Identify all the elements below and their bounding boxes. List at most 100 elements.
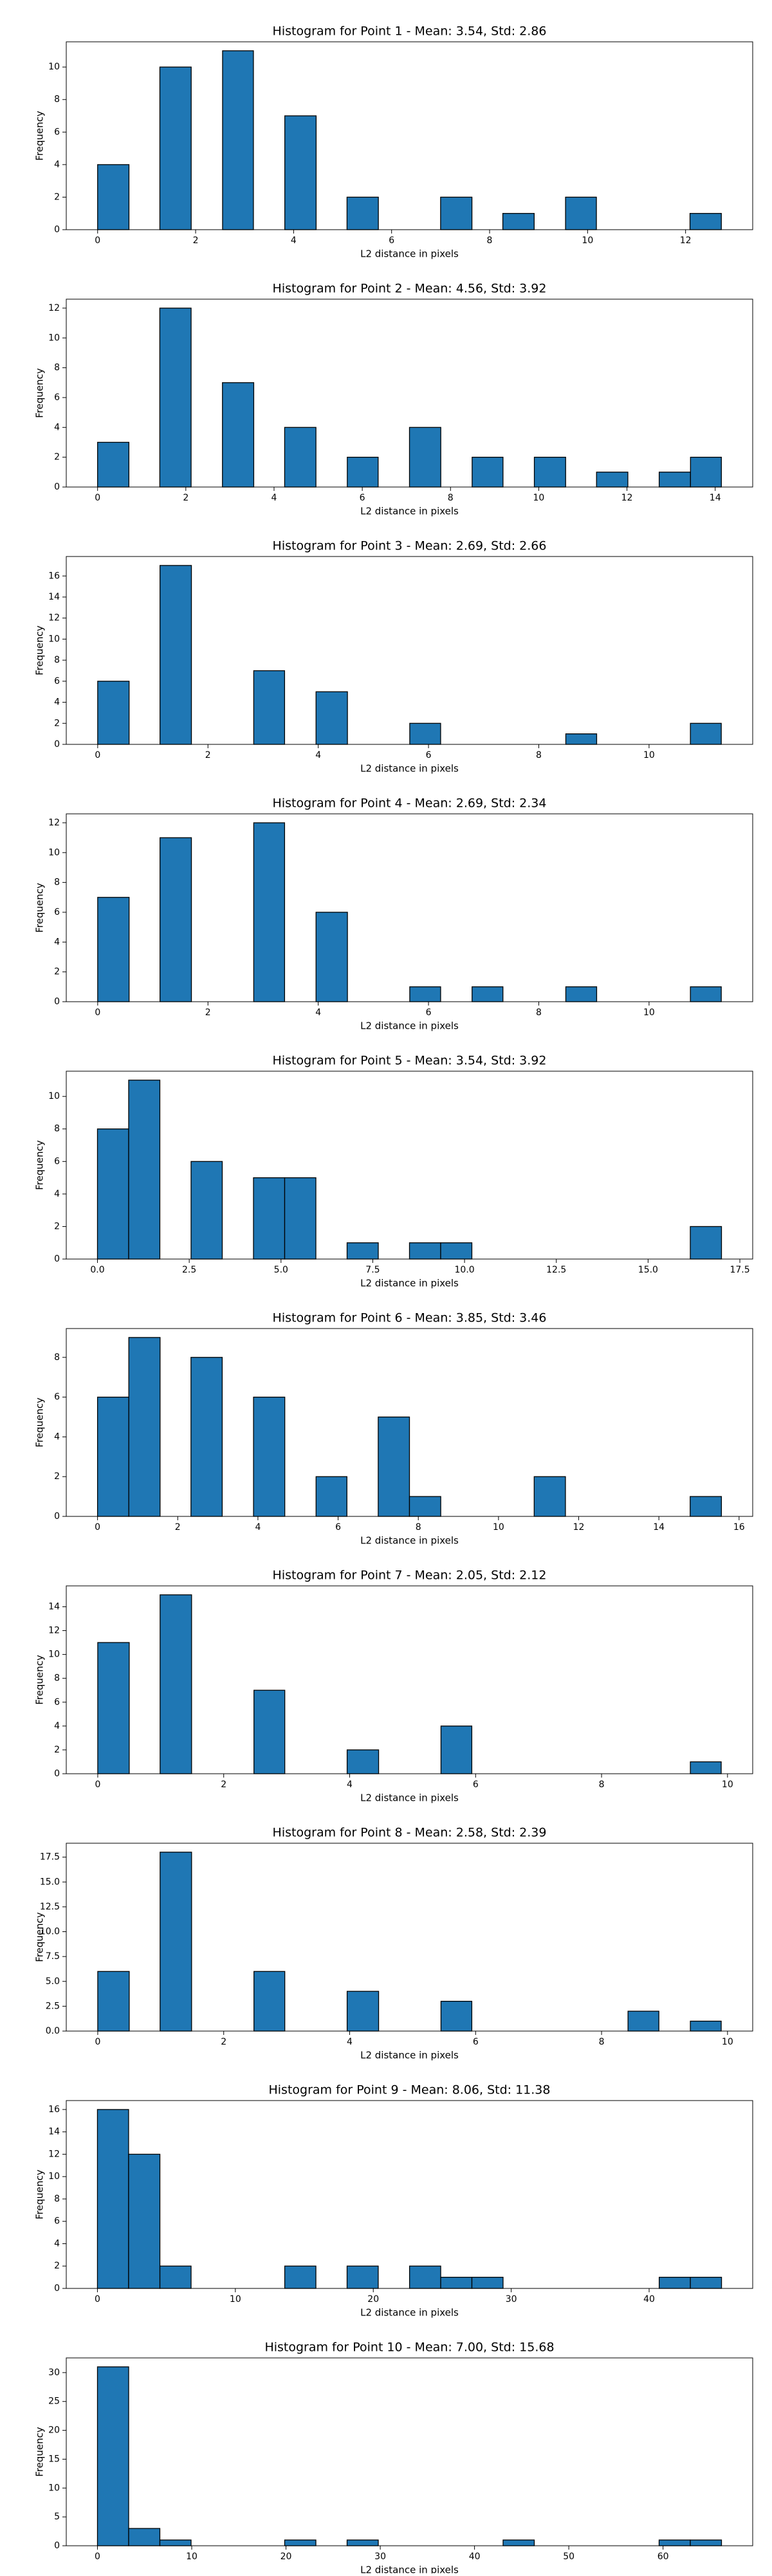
x-tick-label: 8 [487, 235, 493, 246]
axes-frame [66, 1843, 753, 2032]
histogram-bar [253, 1971, 286, 2032]
chart-title: Histogram for Point 6 - Mean: 3.85, Std:… [273, 1311, 547, 1325]
x-tick-label: 4 [315, 750, 321, 760]
y-tick-label: 10 [48, 2171, 60, 2182]
y-tick-label: 2 [54, 1745, 60, 1755]
histogram-bar [97, 681, 130, 745]
histogram-bar [346, 1991, 380, 2032]
x-axis-label: L2 distance in pixels [360, 2564, 459, 2574]
histogram-bar [160, 565, 192, 745]
y-axis-label: Frequency [34, 2427, 46, 2477]
histogram-bar [190, 1357, 223, 1517]
histogram-bar [502, 213, 535, 230]
histogram-bar [346, 2265, 379, 2289]
x-tick-label: 2 [221, 1780, 226, 1790]
plot-area [66, 1071, 753, 1259]
histogram-bar [160, 1594, 192, 1774]
histogram-bar [346, 196, 379, 230]
x-tick-label: 50 [563, 2552, 574, 2562]
x-tick-label: 40 [643, 2294, 655, 2305]
y-axis-label: Frequency [34, 2169, 46, 2220]
x-tick-label: 10 [582, 235, 593, 246]
x-tick-label: 0 [95, 2294, 100, 2305]
histogram-bar [315, 912, 348, 1002]
y-tick-label: 15.0 [40, 1877, 60, 1887]
y-tick-label: 0 [54, 1254, 60, 1264]
y-tick-label: 4 [54, 1189, 60, 1199]
histogram-bar [97, 897, 130, 1002]
x-tick-label: 30 [506, 2294, 517, 2305]
y-axis-label: Frequency [34, 1397, 46, 1448]
axes-frame [66, 813, 753, 1002]
chart-title: Histogram for Point 1 - Mean: 3.54, Std:… [273, 24, 547, 39]
x-tick-label: 2 [205, 1007, 211, 1018]
x-tick-label: 40 [469, 2552, 481, 2562]
histogram-bar [159, 308, 192, 488]
histogram-bar [190, 1161, 223, 1260]
y-tick-label: 10 [48, 847, 60, 858]
x-tick-label: 30 [374, 2552, 386, 2562]
y-tick-label: 0 [54, 997, 60, 1007]
y-axis-label: Frequency [34, 111, 46, 161]
subplot: 0 2 4 6 8 10 12 14 0 2 4 6 8 10 12 Histogram for Point … [34, 282, 753, 517]
histogram-bar [690, 1761, 722, 1774]
histogram-bar [284, 115, 317, 230]
y-tick-label: 8 [54, 655, 60, 665]
x-tick-label: 8 [599, 1780, 605, 1790]
axes-frame [66, 1071, 753, 1260]
x-tick-label: 8 [416, 1522, 421, 1532]
x-tick-label: 4 [347, 1780, 353, 1790]
histogram-bar [284, 427, 317, 488]
plot-area [66, 2358, 753, 2546]
histogram-bar [658, 472, 691, 488]
y-tick-label: 6 [54, 676, 60, 686]
histogram-bar [160, 837, 192, 1002]
subplot: 0 2 4 6 8 10 0 2 4 6 8 10 12 14 Histogram for Point 7 … [34, 1569, 753, 1804]
histogram-bar [690, 2276, 722, 2289]
histogram-bar [596, 472, 629, 488]
y-tick-label: 4 [54, 1721, 60, 1731]
histogram-bar [409, 722, 441, 745]
x-tick-label: 0 [95, 235, 100, 246]
x-tick-label: 7.5 [365, 1265, 380, 1275]
histogram-bar [690, 457, 722, 488]
y-tick-label: 6 [54, 392, 60, 403]
subplot: 0 10 20 30 40 50 60 0 5 10 15 20 25 30 Histogram for P… [34, 2341, 753, 2576]
x-tick-label: 4 [255, 1522, 261, 1532]
x-tick-label: 20 [367, 2294, 379, 2305]
y-tick-label: 8 [54, 878, 60, 888]
y-tick-label: 2.5 [46, 2001, 60, 2011]
histogram-bar [409, 427, 441, 488]
y-tick-label: 10 [48, 1650, 60, 1660]
chart-title: Histogram for Point 7 - Mean: 2.05, Std:… [273, 1569, 547, 1583]
x-tick-label: 0 [95, 1780, 100, 1790]
histogram-bar [565, 733, 598, 745]
x-tick-label: 12 [621, 493, 633, 503]
subplot: 0 2 4 6 8 10 0 2 4 6 8 10 12 14 16 Histogram for Point … [34, 539, 753, 775]
histogram-bar [502, 2539, 535, 2546]
histogram-bar [346, 2539, 379, 2546]
y-tick-label: 4 [54, 1431, 60, 1442]
y-tick-label: 4 [54, 937, 60, 947]
y-tick-label: 16 [48, 2104, 60, 2115]
y-tick-label: 5 [54, 2512, 60, 2522]
histogram-bar [471, 2276, 504, 2289]
y-tick-label: 10 [48, 2483, 60, 2493]
histogram-bar [315, 691, 348, 745]
histogram-bar [440, 2001, 473, 2032]
x-tick-label: 14 [710, 493, 721, 503]
histogram-bar [533, 457, 566, 488]
y-tick-label: 14 [48, 592, 60, 602]
axes-frame [66, 299, 753, 488]
histogram-bar [159, 66, 192, 230]
histogram-bar [159, 2539, 192, 2546]
histogram-bar [409, 2265, 441, 2289]
histogram-bar [378, 1416, 410, 1517]
subplot: 0 2 4 6 8 10 0 2 4 6 8 10 12 Histogram for Point 4 - … [34, 796, 753, 1032]
x-tick-label: 10 [643, 750, 655, 760]
y-tick-label: 17.5 [40, 1852, 60, 1863]
y-tick-label: 8 [54, 95, 60, 105]
histogram-bar [440, 1725, 473, 1774]
x-tick-label: 0 [95, 493, 100, 503]
histogram-bar [627, 2010, 659, 2032]
